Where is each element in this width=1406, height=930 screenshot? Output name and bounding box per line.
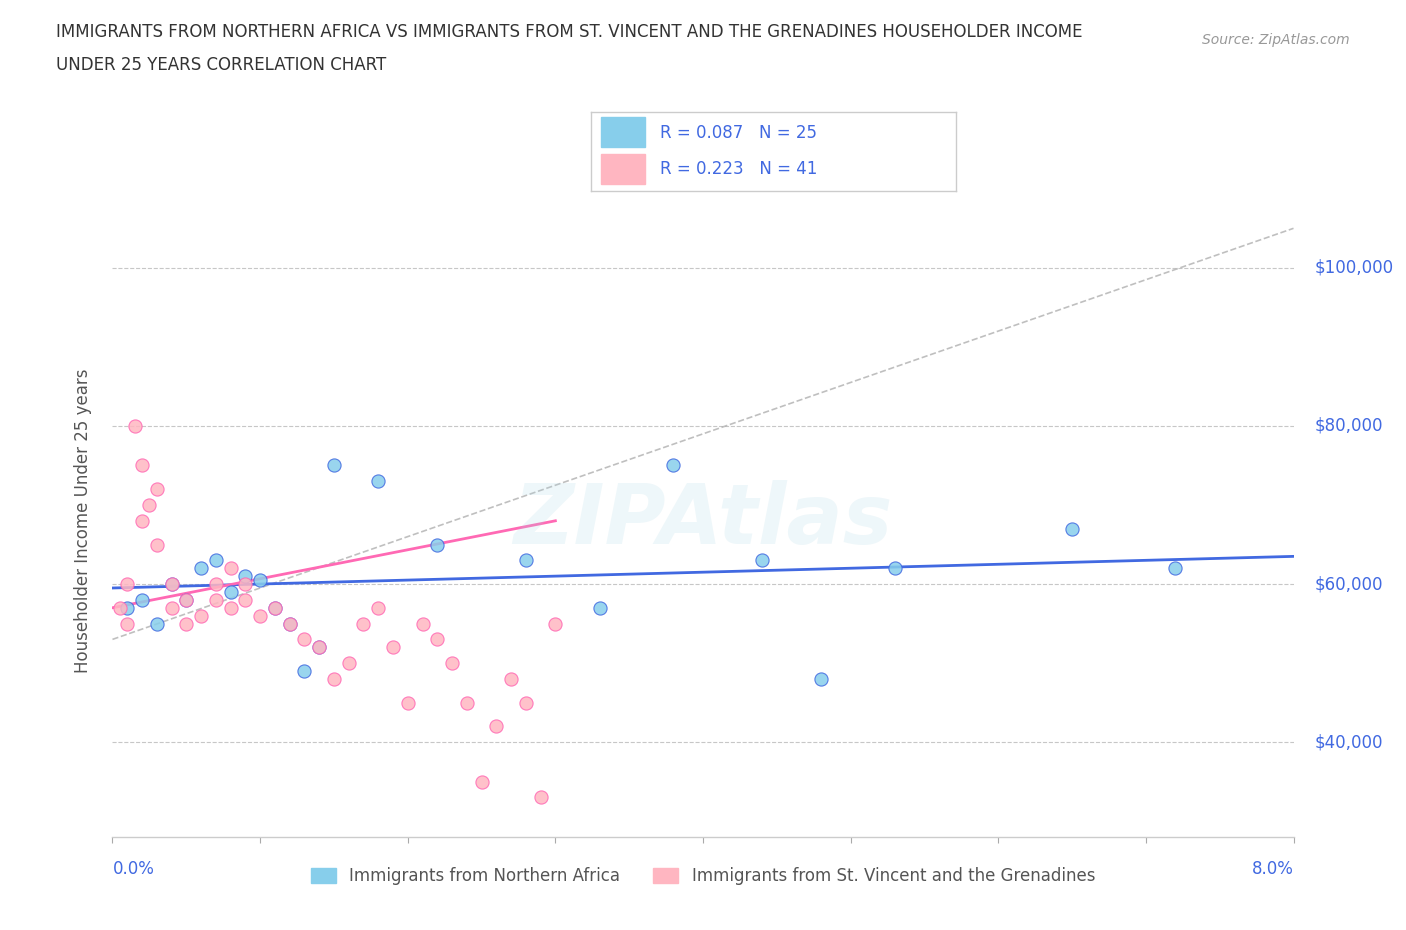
Point — [662, 458, 685, 472]
Point — [160, 577, 183, 591]
Text: R = 0.087   N = 25: R = 0.087 N = 25 — [659, 124, 817, 142]
Text: UNDER 25 YEARS CORRELATION CHART: UNDER 25 YEARS CORRELATION CHART — [56, 56, 387, 73]
Point — [205, 552, 228, 567]
Point — [308, 640, 330, 655]
Point — [323, 458, 346, 472]
Point — [233, 568, 256, 584]
Point — [131, 458, 153, 472]
Point — [367, 601, 389, 616]
Point — [131, 513, 153, 528]
Point — [352, 616, 374, 631]
Point — [1062, 521, 1084, 536]
Point — [323, 671, 346, 686]
Point — [160, 601, 183, 616]
Point — [160, 577, 183, 591]
Point — [588, 601, 610, 616]
Point — [233, 577, 256, 591]
Text: $100,000: $100,000 — [1315, 259, 1393, 277]
Point — [515, 552, 537, 567]
Point — [292, 663, 315, 678]
Point — [485, 719, 508, 734]
Point — [264, 601, 287, 616]
Point — [146, 537, 169, 551]
Point — [544, 616, 567, 631]
Point — [515, 696, 537, 711]
Point — [205, 592, 228, 607]
Point — [308, 640, 330, 655]
Point — [278, 616, 301, 631]
Point — [367, 473, 389, 489]
Point — [190, 608, 212, 623]
Point — [396, 696, 419, 711]
Point — [1164, 561, 1187, 576]
Point — [292, 632, 315, 647]
Point — [456, 696, 478, 711]
Point — [219, 601, 242, 616]
Text: Source: ZipAtlas.com: Source: ZipAtlas.com — [1202, 33, 1350, 46]
Point — [174, 592, 197, 607]
Legend: Immigrants from Northern Africa, Immigrants from St. Vincent and the Grenadines: Immigrants from Northern Africa, Immigra… — [304, 860, 1102, 892]
Point — [233, 592, 256, 607]
Point — [382, 640, 405, 655]
Text: $80,000: $80,000 — [1315, 417, 1384, 435]
Bar — [602, 154, 645, 184]
Point — [426, 632, 449, 647]
Y-axis label: Householder Income Under 25 years: Householder Income Under 25 years — [73, 368, 91, 673]
Point — [529, 790, 551, 804]
Point — [117, 601, 138, 616]
Point — [131, 592, 153, 607]
Point — [117, 577, 138, 591]
Point — [884, 561, 907, 576]
Point — [146, 616, 169, 631]
Point — [205, 577, 228, 591]
Point — [278, 616, 301, 631]
Point — [412, 616, 434, 631]
Point — [190, 561, 212, 576]
Point — [751, 552, 773, 567]
Bar — [602, 117, 645, 147]
Point — [117, 616, 138, 631]
Point — [249, 573, 271, 588]
Point — [337, 656, 360, 671]
Point — [174, 592, 197, 607]
Text: 8.0%: 8.0% — [1251, 860, 1294, 878]
Point — [426, 537, 449, 551]
Point — [249, 608, 271, 623]
Text: ZIPAtlas: ZIPAtlas — [513, 480, 893, 562]
Point — [264, 601, 287, 616]
Text: R = 0.223   N = 41: R = 0.223 N = 41 — [659, 160, 817, 179]
Point — [174, 616, 197, 631]
Point — [138, 498, 160, 512]
Point — [146, 482, 169, 497]
Point — [124, 418, 146, 433]
Text: $60,000: $60,000 — [1315, 575, 1384, 593]
Point — [108, 601, 131, 616]
Point — [219, 561, 242, 576]
Text: $40,000: $40,000 — [1315, 733, 1384, 751]
Point — [810, 671, 832, 686]
Point — [441, 656, 464, 671]
Point — [219, 584, 242, 599]
Text: IMMIGRANTS FROM NORTHERN AFRICA VS IMMIGRANTS FROM ST. VINCENT AND THE GRENADINE: IMMIGRANTS FROM NORTHERN AFRICA VS IMMIG… — [56, 23, 1083, 41]
Point — [471, 774, 494, 789]
Text: 0.0%: 0.0% — [112, 860, 155, 878]
Point — [501, 671, 523, 686]
